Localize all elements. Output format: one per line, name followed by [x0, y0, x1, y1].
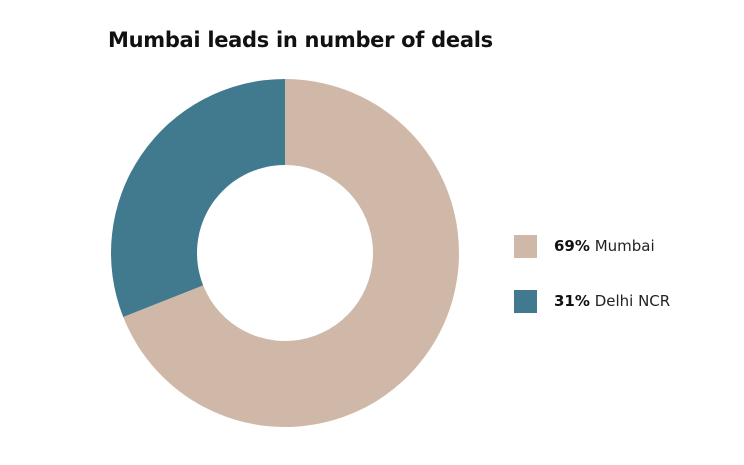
legend-item-delhi-ncr: 31% Delhi NCR — [514, 289, 670, 313]
slice-delhi-ncr — [110, 79, 285, 318]
legend-swatch-delhi-ncr — [514, 289, 537, 313]
legend-percent-mumbai: 69% — [554, 237, 590, 255]
legend-label-delhi-ncr: 31% Delhi NCR — [554, 292, 670, 310]
legend-name-mumbai: Mumbai — [594, 237, 655, 255]
legend-swatch-mumbai — [514, 234, 537, 258]
legend-item-mumbai: 69% Mumbai — [514, 234, 655, 258]
chart-title: Mumbai leads in number of deals — [108, 28, 493, 52]
slice-mumbai — [123, 79, 460, 427]
legend-percent-delhi-ncr: 31% — [554, 292, 590, 310]
legend-name-delhi-ncr: Delhi NCR — [594, 292, 671, 310]
legend-label-mumbai: 69% Mumbai — [554, 237, 655, 255]
